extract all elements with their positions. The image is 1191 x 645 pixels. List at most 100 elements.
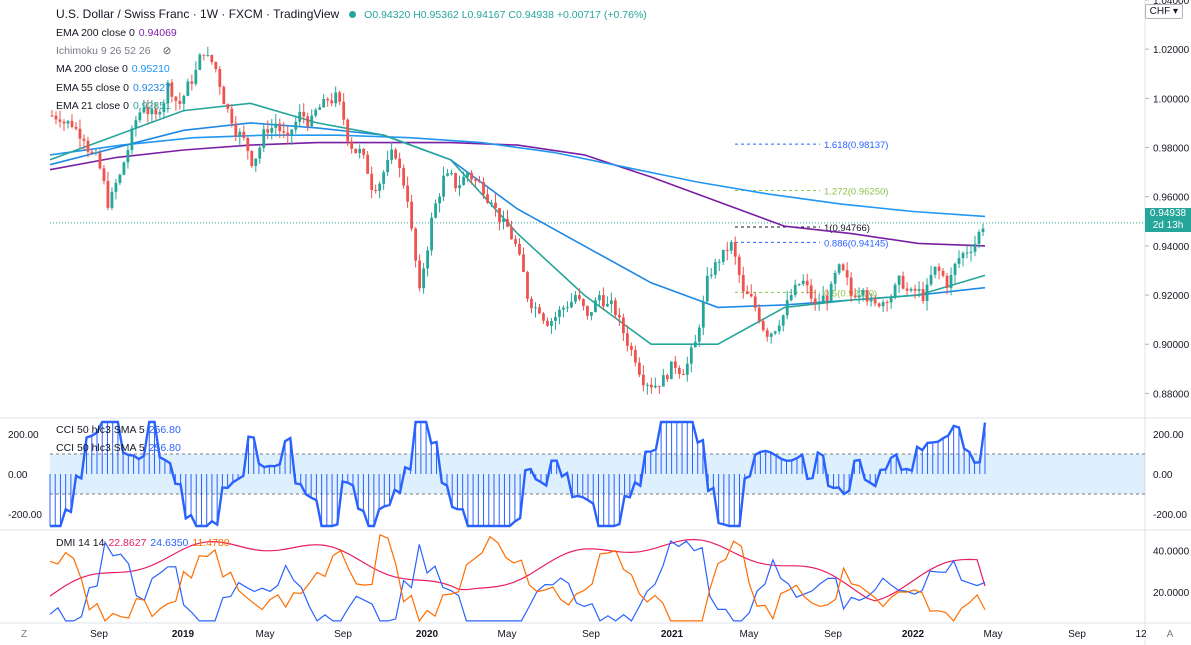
candle-body [761,321,765,331]
candle-body [258,147,262,159]
candle-body [649,384,653,388]
zoom-reset-button[interactable]: Z [21,629,27,640]
currency-select[interactable]: CHF ▾ [1144,4,1183,19]
candle-body [546,320,549,326]
candle-body [953,263,957,276]
time-axis-label: May [498,629,517,640]
legend-ema200[interactable]: EMA 200 close 0 0.94069 [56,27,181,39]
legend-ema21[interactable]: EMA 21 close 0 0.92851 [56,100,175,112]
candle-body [94,152,98,154]
time-axis-label: 2021 [661,629,684,640]
auto-scale-button[interactable]: A [1167,629,1174,640]
candle-body [66,120,70,124]
candle-body [969,251,973,253]
candle-body [190,81,194,84]
legend-cci-1-value: 256.80 [148,424,181,436]
candle-body [713,262,717,275]
candle-body [893,284,897,298]
candle-body [122,162,126,175]
legend-cci-1[interactable]: CCI 50 hlc3 SMA 5 256.80 [56,424,185,436]
candle-body [406,185,410,202]
candle-body [246,137,250,151]
candle-body [637,362,641,375]
candle-body [214,61,218,70]
candle-body [330,100,334,104]
candle-body [789,295,793,301]
candle-body [673,361,677,368]
cci-tick-left: 0.00 [8,470,28,481]
candle-body [178,100,182,104]
candle-body [222,86,226,105]
candle-body [270,127,274,133]
legend-cci-1-label: CCI 50 hlc3 SMA 5 [56,424,145,436]
candle-body [310,115,314,127]
candle-body [773,331,777,334]
legend-ichimoku[interactable]: Ichimoku 9 26 52 26 ⊘ [56,45,175,57]
legend-ema21-label: EMA 21 close 0 [56,100,129,112]
candle-body [825,295,829,302]
candle-body [138,112,142,121]
candle-body [514,239,517,244]
legend-ma200[interactable]: MA 200 close 0 0.95210 [56,63,174,75]
candle-body [162,103,166,112]
ma-line [49,141,986,247]
last-price-value: 0.94938 [1149,208,1187,219]
legend-dmi-v1: 22.8627 [108,537,147,549]
time-axis-label: 2020 [416,629,439,640]
candle-body [937,266,941,271]
candle-body [274,123,278,128]
candle-body [641,374,645,386]
candle-body [70,120,74,127]
candle-body [358,148,362,154]
candle-body [170,82,174,97]
candle-body [857,295,861,298]
candle-body [282,131,286,133]
legend-ema55[interactable]: EMA 55 close 0 0.92327 [56,82,175,94]
candle-body [617,314,621,318]
dmi-line [49,533,986,623]
cci-tick-left: -200.00 [8,510,42,521]
candle-body [757,307,761,322]
candle-body [877,303,881,307]
candle-body [681,374,685,376]
candle-body [90,151,94,154]
candle-body [86,140,90,152]
candle-body [434,203,437,218]
candle-body [629,345,633,350]
dmi-line [49,538,986,602]
candle-body [801,280,805,285]
candle-body [917,289,921,291]
candle-body [813,298,817,304]
ohlc-low: L0.94167 [461,9,506,21]
candle-body [470,172,473,180]
candle-body [510,226,513,240]
legend-cci-2-value: 256.80 [148,442,181,454]
candle-body [693,341,697,348]
candle-body [254,158,258,166]
candle-body [669,361,673,380]
candle-body [262,129,266,148]
legend-ema55-value: 0.92327 [132,82,171,94]
candle-body [302,111,306,117]
eye-hidden-icon[interactable]: ⊘ [162,45,172,57]
candle-body [230,108,234,124]
candle-body [661,375,665,387]
candle-body [374,189,378,191]
candle-body [697,327,701,342]
candle-body [194,69,198,84]
candle-body [797,284,801,286]
candle-body [753,296,757,308]
candle-body [218,69,222,87]
candle-body [941,270,945,276]
candle-body [793,284,797,296]
legend-ema21-value: 0.92851 [132,100,171,112]
bar-countdown: 2d 13h [1152,220,1184,231]
legend-cci-2[interactable]: CCI 50 hlc3 SMA 5 256.80 [56,442,185,454]
candle-body [653,385,657,388]
time-axis-label: May [256,629,275,640]
legend-dmi[interactable]: DMI 14 14 22.8627 24.6350 11.4780 [56,537,234,549]
candle-body [981,228,985,233]
candle-body [482,182,485,195]
candle-body [278,123,282,132]
